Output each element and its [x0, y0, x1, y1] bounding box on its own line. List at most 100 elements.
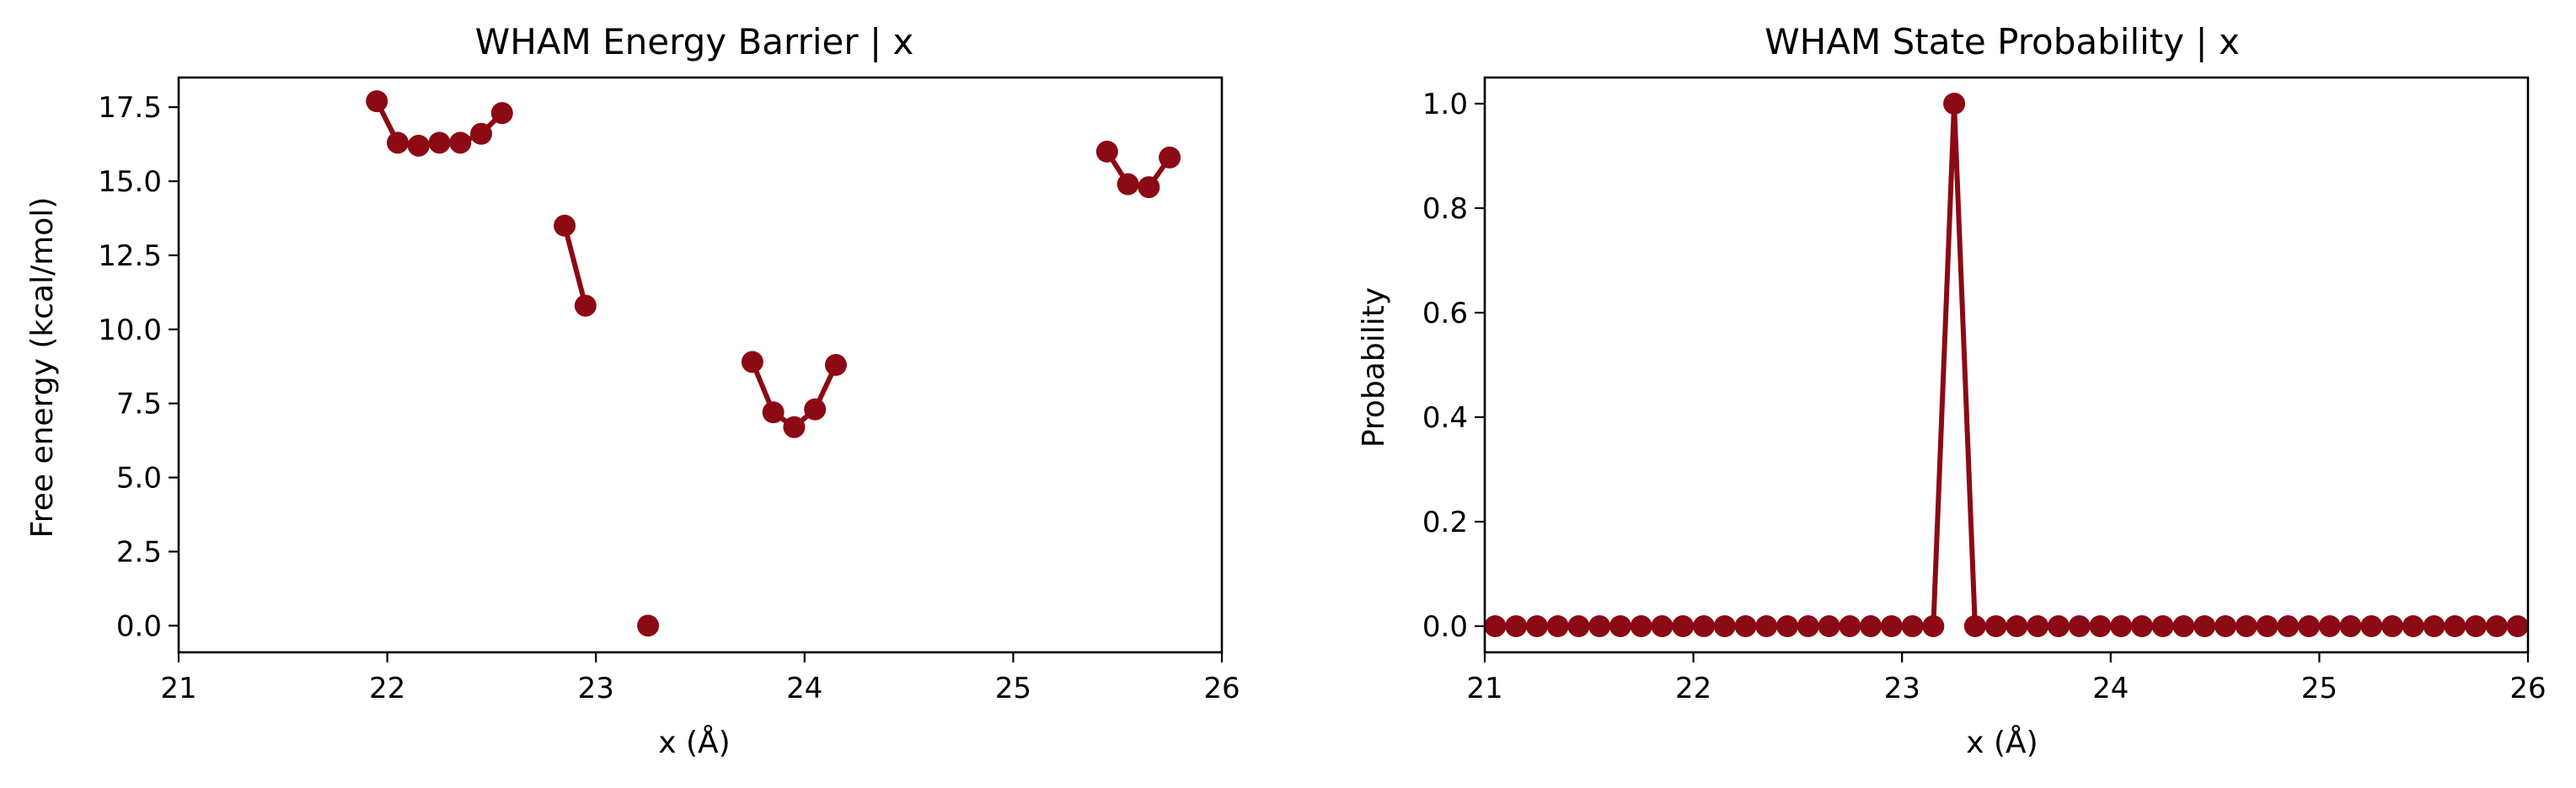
- probability-data-point: [1484, 615, 1507, 637]
- energy-y-axis-label: Free energy (kcal/mol): [25, 197, 60, 539]
- energy-data-point: [449, 131, 472, 154]
- probability-data-point: [2089, 615, 2112, 637]
- energy-y-tick-label: 15.0: [98, 165, 162, 199]
- energy-data-point: [366, 90, 388, 113]
- probability-data-point: [2047, 615, 2070, 637]
- probability-data-point: [1713, 615, 1736, 637]
- state-probability-plot: WHAM State Probability | x x (Å) Probabi…: [1357, 21, 2547, 760]
- energy-y-ticks: 0.0 2.5 5.0 7.5 10.0 12.5 15.0 17.5: [98, 91, 179, 643]
- probability-data-point: [1692, 615, 1715, 637]
- probability-data-point: [2339, 615, 2362, 637]
- probability-data-point: [1943, 93, 1966, 115]
- probability-data-point: [1609, 615, 1631, 637]
- probability-data-point: [1963, 615, 1986, 637]
- energy-data-point: [574, 294, 597, 317]
- probability-y-ticks: 0.0 0.2 0.4 0.6 0.8 1.0: [1422, 88, 1485, 644]
- probability-plot-title: WHAM State Probability | x: [1765, 21, 2240, 62]
- probability-x-tick-label: 21: [1466, 672, 1502, 705]
- energy-y-tick-label: 17.5: [98, 91, 162, 125]
- energy-data-point: [428, 131, 451, 154]
- probability-data-point: [1984, 615, 2007, 637]
- energy-y-tick-label: 7.5: [116, 388, 162, 421]
- probability-y-tick-label: 0.4: [1422, 401, 1468, 435]
- energy-plot-frame: [177, 76, 1224, 654]
- probability-data-point: [2214, 615, 2236, 637]
- probability-series: [1484, 93, 2529, 637]
- probability-plot-frame: [1483, 76, 2530, 654]
- probability-data-point: [1880, 615, 1903, 637]
- energy-plot-title: WHAM Energy Barrier | x: [475, 21, 914, 62]
- probability-data-point: [1567, 615, 1590, 637]
- energy-y-tick-label: 2.5: [116, 535, 162, 569]
- probability-data-point: [1505, 615, 1528, 637]
- probability-data-point: [2360, 615, 2383, 637]
- energy-data-point: [1159, 146, 1181, 169]
- energy-data-point: [762, 401, 785, 424]
- probability-data-point: [2027, 615, 2049, 637]
- energy-series-line: [562, 225, 588, 307]
- energy-x-tick-label: 22: [369, 672, 405, 705]
- probability-data-point: [1588, 615, 1611, 637]
- energy-y-tick-label: 10.0: [98, 314, 162, 347]
- energy-data-point: [407, 134, 430, 157]
- energy-data-point: [824, 354, 847, 376]
- probability-data-point: [2256, 615, 2279, 637]
- probability-data-point: [1525, 615, 1548, 637]
- probability-data-point: [2298, 615, 2321, 637]
- probability-y-tick-label: 0.8: [1422, 192, 1468, 226]
- probability-data-point: [1922, 615, 1945, 637]
- energy-data-point: [783, 415, 806, 438]
- probability-data-point: [1755, 615, 1778, 637]
- probability-data-point: [2235, 615, 2257, 637]
- energy-series: [366, 90, 1181, 637]
- probability-data-point: [1651, 615, 1674, 637]
- probability-data-point: [1672, 615, 1695, 637]
- energy-barrier-plot: WHAM Energy Barrier | x x (Å) Free energ…: [25, 21, 1240, 760]
- energy-x-axis-label: x (Å): [658, 724, 730, 760]
- probability-data-point: [2402, 615, 2424, 637]
- probability-data-point: [1901, 615, 1924, 637]
- probability-data-point: [1818, 615, 1840, 637]
- energy-data-point: [490, 102, 513, 125]
- probability-data-point: [2130, 615, 2153, 637]
- probability-data-point: [2006, 615, 2028, 637]
- energy-y-tick-label: 12.5: [98, 239, 162, 273]
- energy-y-tick-label: 0.0: [116, 609, 162, 643]
- probability-data-point: [2485, 615, 2508, 637]
- probability-x-tick-label: 22: [1675, 672, 1711, 705]
- probability-data-point: [1734, 615, 1757, 637]
- energy-data-point: [554, 214, 576, 237]
- energy-data-point: [470, 122, 493, 145]
- probability-data-point: [2110, 615, 2133, 637]
- probability-data-point: [2318, 615, 2341, 637]
- probability-data-point: [2151, 615, 2174, 637]
- energy-x-tick-label: 26: [1203, 672, 1240, 705]
- probability-data-point: [2172, 615, 2195, 637]
- probability-x-tick-label: 26: [2509, 672, 2546, 705]
- probability-data-point: [1839, 615, 1861, 637]
- energy-x-tick-label: 21: [160, 672, 196, 705]
- probability-data-point: [2068, 615, 2091, 637]
- energy-data-point: [637, 614, 660, 637]
- probability-data-point: [1630, 615, 1652, 637]
- probability-data-point: [2381, 615, 2404, 637]
- probability-x-tick-label: 23: [1884, 672, 1920, 705]
- energy-x-tick-label: 24: [786, 672, 822, 705]
- probability-y-tick-label: 0.6: [1422, 297, 1468, 330]
- probability-data-point: [2193, 615, 2216, 637]
- probability-x-ticks: 21 22 23 24 25 26: [1466, 652, 2547, 705]
- probability-data-point: [1546, 615, 1569, 637]
- energy-data-point: [741, 351, 763, 373]
- probability-y-axis-label: Probability: [1357, 287, 1391, 448]
- energy-data-point: [386, 131, 409, 154]
- probability-data-point: [2465, 615, 2488, 637]
- probability-data-point: [1797, 615, 1819, 637]
- probability-data-point: [1776, 615, 1799, 637]
- probability-x-tick-label: 25: [2301, 672, 2338, 705]
- probability-y-tick-label: 0.0: [1422, 610, 1468, 644]
- energy-data-point: [1117, 173, 1139, 196]
- probability-data-point: [2444, 615, 2466, 637]
- probability-data-point: [2423, 615, 2445, 637]
